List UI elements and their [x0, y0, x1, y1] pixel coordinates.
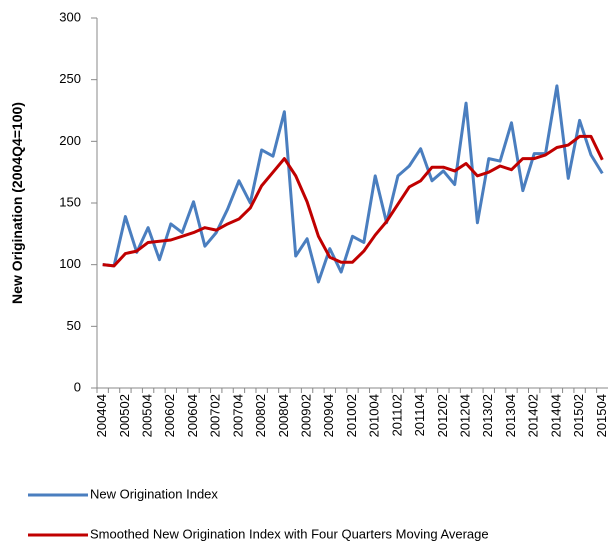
series-line: [102, 84, 604, 284]
x-tick-label: 200602: [162, 394, 177, 437]
x-tick-label: 201402: [526, 394, 541, 437]
x-tick-label: 200804: [276, 394, 291, 437]
x-tick-label: 201302: [480, 394, 495, 437]
x-tick-label: 200702: [208, 394, 223, 437]
x-tick-label: 201104: [412, 394, 427, 436]
x-tick-label: 201102: [389, 394, 404, 436]
y-tick-label: 50: [67, 318, 81, 333]
x-tick-label: 200704: [230, 394, 245, 437]
x-tick-label: 200404: [94, 394, 109, 437]
x-tick-label: 200504: [140, 394, 155, 437]
x-tick-label: 201202: [435, 394, 450, 437]
x-tick-label: 200604: [185, 394, 200, 437]
x-tick-label: 200502: [117, 394, 132, 437]
x-tick-label: 200904: [321, 394, 336, 437]
y-tick-label: 100: [59, 256, 81, 271]
x-tick-label: 201204: [457, 394, 472, 437]
series-line: [102, 134, 604, 268]
y-axis-title: New Origination (2004Q4=100): [9, 102, 25, 304]
legend-label: Smoothed New Origination Index with Four…: [90, 526, 489, 541]
x-tick-label: 201504: [594, 394, 609, 437]
y-tick-label: 250: [59, 71, 81, 86]
x-tick-label: 201304: [503, 394, 518, 437]
y-tick-label: 0: [74, 379, 81, 394]
y-tick-label: 200: [59, 133, 81, 148]
x-tick-label: 201004: [367, 394, 382, 437]
x-tick-label: 201502: [571, 394, 586, 437]
y-tick-label: 150: [59, 194, 81, 209]
legend-label: New Origination Index: [90, 486, 218, 501]
y-tick-label: 300: [59, 9, 81, 24]
x-tick-label: 201002: [344, 394, 359, 437]
x-tick-label: 201404: [548, 394, 563, 437]
x-tick-label: 200802: [253, 394, 268, 437]
x-tick-label: 200902: [299, 394, 314, 437]
